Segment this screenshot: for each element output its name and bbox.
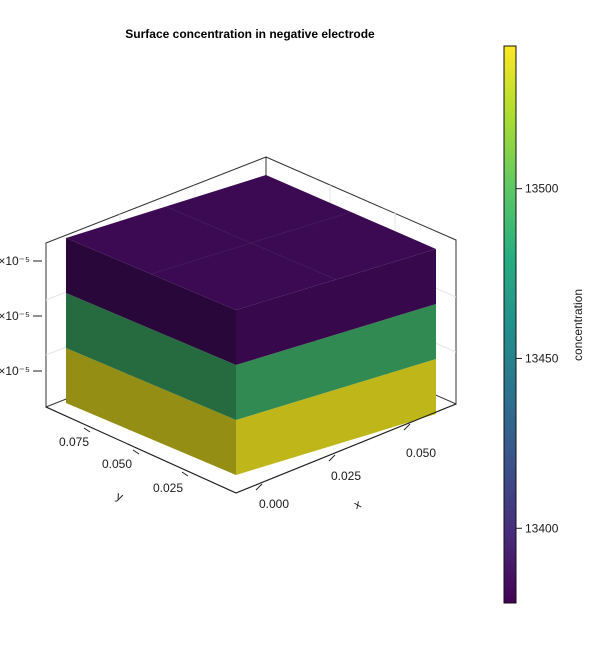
y-tick-label: 0.075 (59, 435, 89, 449)
y-ticks: 0.075 0.050 0.025 y (59, 427, 189, 504)
z-tick-label: ×10⁻⁵ (0, 254, 30, 268)
y-axis-label: y (114, 489, 125, 504)
z-ticks: ×10⁻⁵ ×10⁻⁵ ×10⁻⁵ (0, 254, 42, 378)
axis-frame-front (45, 403, 457, 494)
y-tick-mark (132, 449, 140, 455)
colorbar-ticks: 13400 13450 13500 (516, 182, 559, 535)
layer-left-face (66, 238, 236, 365)
colorbar-tick-label: 13400 (525, 521, 559, 535)
chart-title: Surface concentration in negative electr… (125, 27, 375, 41)
x-tick-label: 0.025 (331, 469, 361, 483)
z-tick-label: ×10⁻⁵ (0, 364, 30, 378)
colorbar-label: concentration (571, 289, 585, 361)
tile-seam (165, 206, 337, 280)
x-tick-label: 0.000 (259, 497, 289, 511)
concentration-box (66, 175, 436, 475)
layer-right-face (236, 304, 436, 420)
x-tick-mark (403, 423, 411, 431)
y-tick-label: 0.050 (102, 457, 132, 471)
layer-left-face (66, 293, 236, 420)
x-tick-mark (328, 454, 336, 462)
x-tick-label: 0.050 (406, 446, 436, 460)
layer-left-face (66, 348, 236, 475)
colorbar (503, 45, 517, 604)
x-ticks: 0.000 0.025 0.050 x (255, 423, 436, 512)
y-tick-mark (181, 471, 189, 477)
x-tick-mark (255, 483, 263, 491)
layer-right-face (236, 249, 436, 365)
y-tick-label: 0.025 (153, 481, 183, 495)
x-axis-label: x (352, 497, 363, 512)
z-tick-label: ×10⁻⁵ (0, 309, 30, 323)
layer-top-face (66, 175, 436, 310)
tile-seam (150, 211, 352, 275)
colorbar-tick-label: 13500 (525, 182, 559, 196)
layer-right-face (236, 359, 436, 475)
y-tick-mark (83, 427, 91, 433)
colorbar-tick-label: 13450 (525, 351, 559, 365)
